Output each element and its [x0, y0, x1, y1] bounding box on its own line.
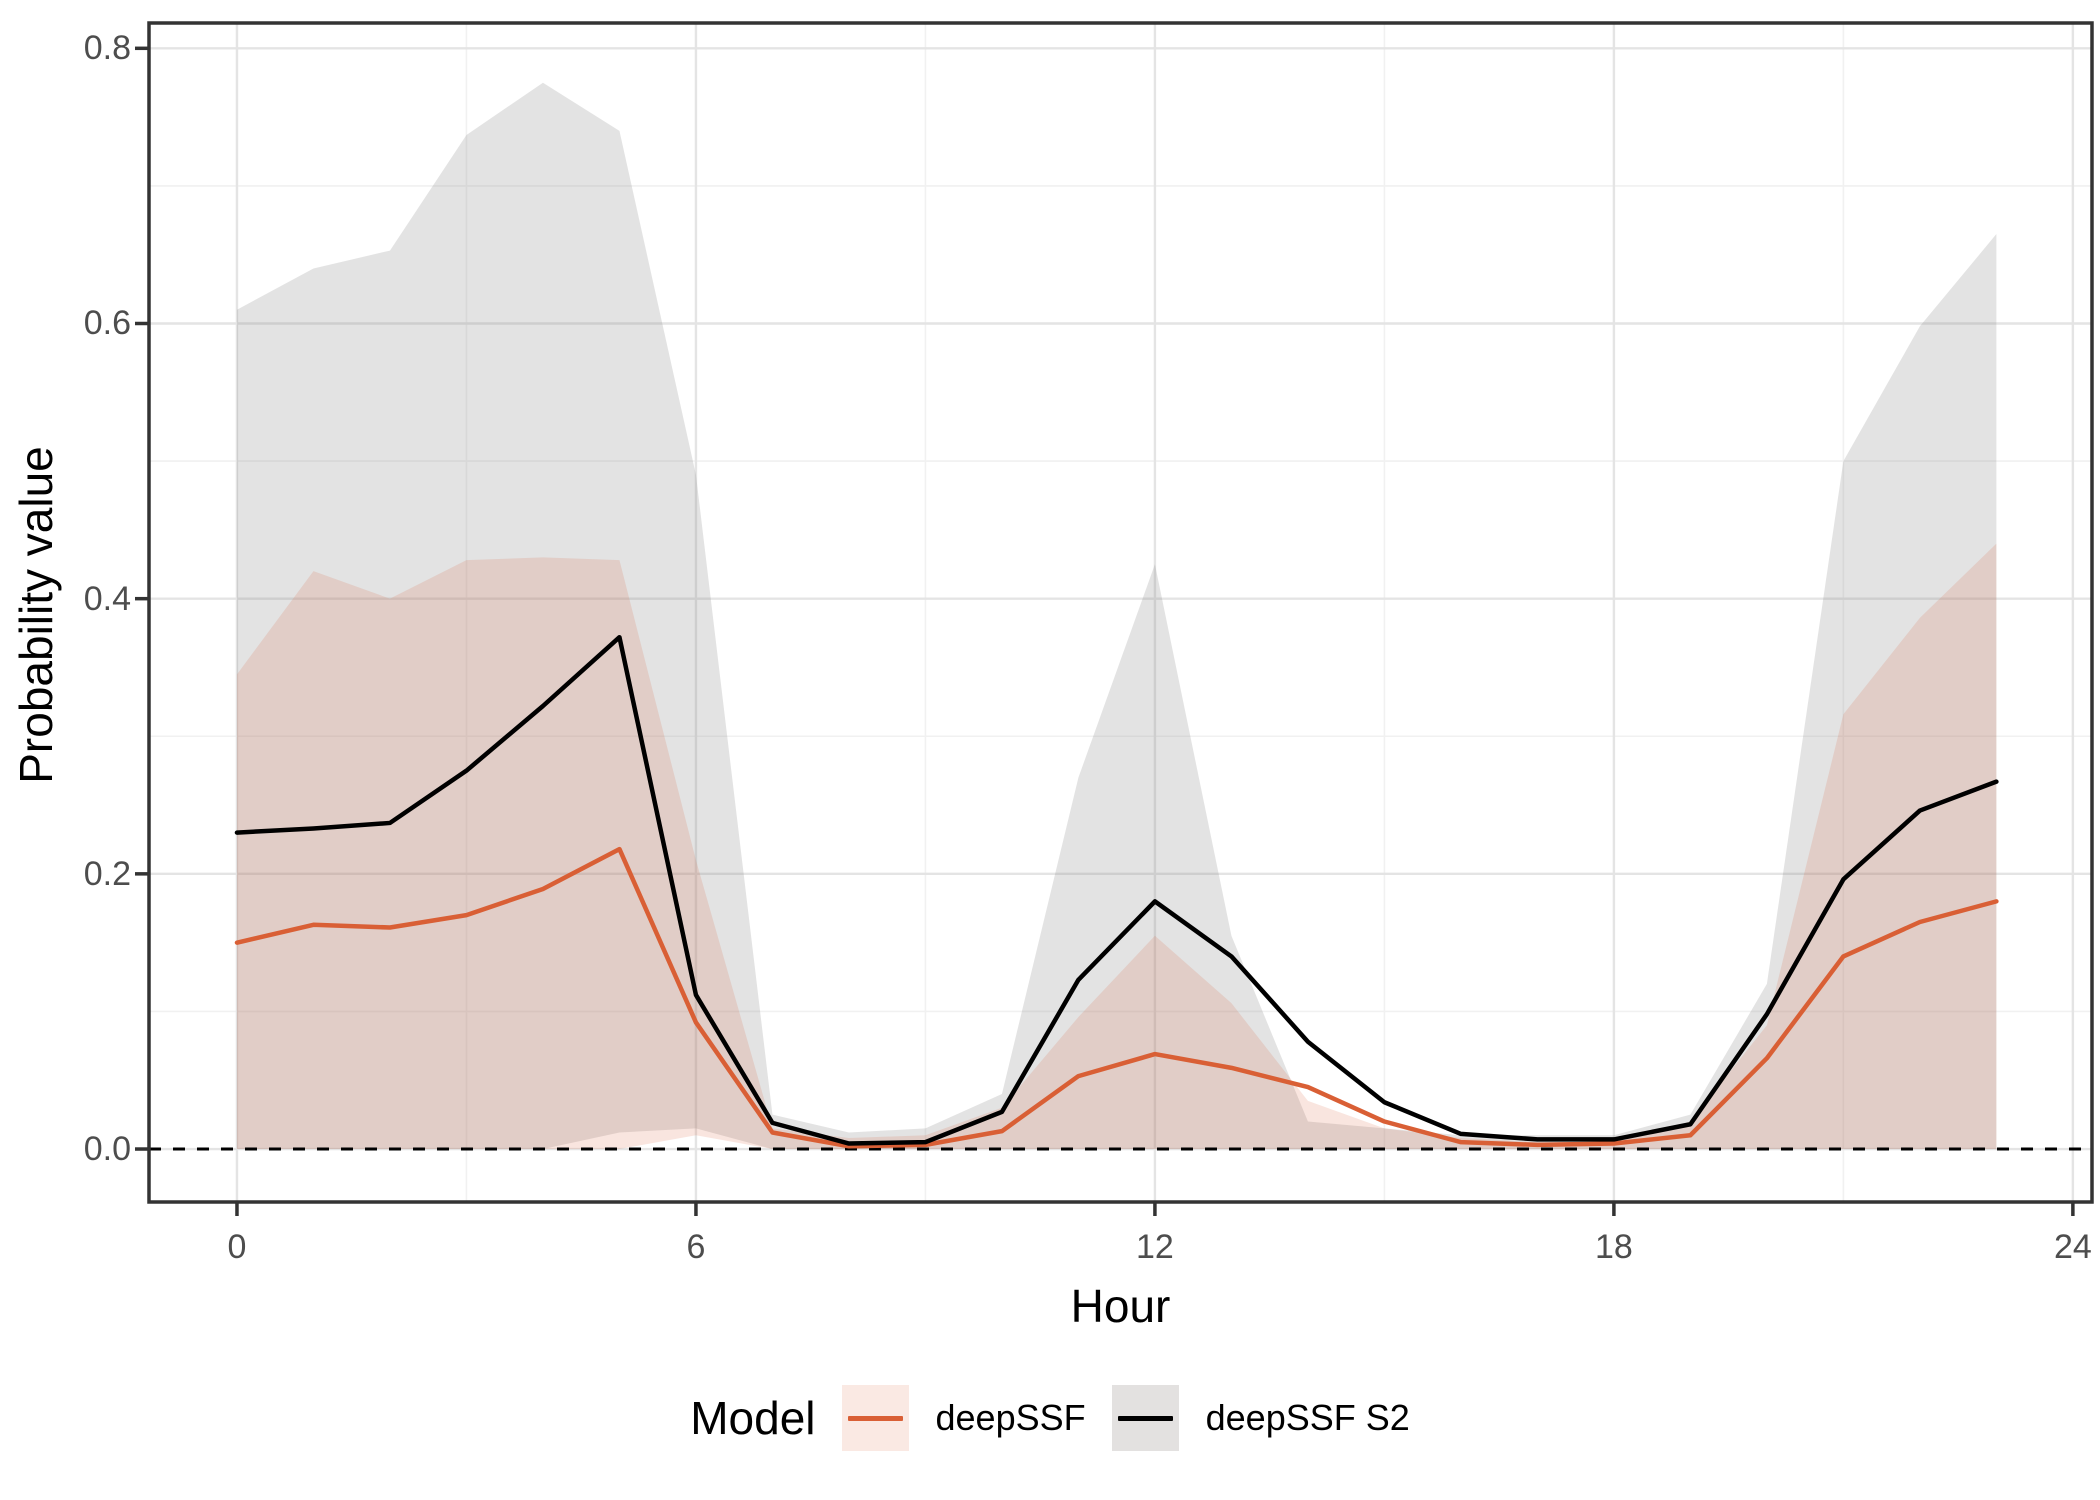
panel-background	[149, 23, 2092, 1202]
legend-label-deepssf-s2: deepSSF S2	[1205, 1397, 1410, 1438]
legend-item-deepssf: deepSSF	[841, 1385, 1086, 1451]
legend-item-deepssf-s2: deepSSF S2	[1111, 1385, 1410, 1451]
legend-title: Model	[690, 1392, 816, 1444]
legend-key-line-deepssf-s2	[1117, 1415, 1173, 1421]
x-tick-label: 0	[227, 1228, 247, 1266]
line-deepssf-s2	[234, 634, 1999, 1146]
panel-border	[147, 21, 2094, 1204]
y-tick-label: 0.2	[83, 854, 131, 893]
x-tick-label: 6	[686, 1228, 706, 1266]
ribbon-deepssf-s2	[236, 82, 1997, 1150]
legend-key-line-deepssf	[847, 1415, 903, 1421]
x-tick-label: 24	[2053, 1228, 2092, 1266]
x-tick-label: 12	[1136, 1228, 1174, 1266]
y-tick-label: 0.0	[83, 1130, 131, 1169]
line-deepssf	[234, 846, 1999, 1149]
y-tick-label: 0.4	[83, 579, 131, 618]
legend-key-deepssf-s2	[1111, 1385, 1179, 1451]
y-tick-label: 0.6	[83, 304, 131, 343]
legend-key-deepssf	[841, 1385, 909, 1451]
y-tick-label: 0.8	[83, 29, 131, 68]
legend-label-deepssf: deepSSF	[935, 1397, 1086, 1438]
ribbon-deepssf	[236, 543, 1997, 1150]
legend: Model deepSSF deepSSF S2	[0, 1385, 2100, 1451]
x-axis-title: Hour	[1070, 1280, 1171, 1332]
x-tick-label: 18	[1594, 1228, 1633, 1266]
